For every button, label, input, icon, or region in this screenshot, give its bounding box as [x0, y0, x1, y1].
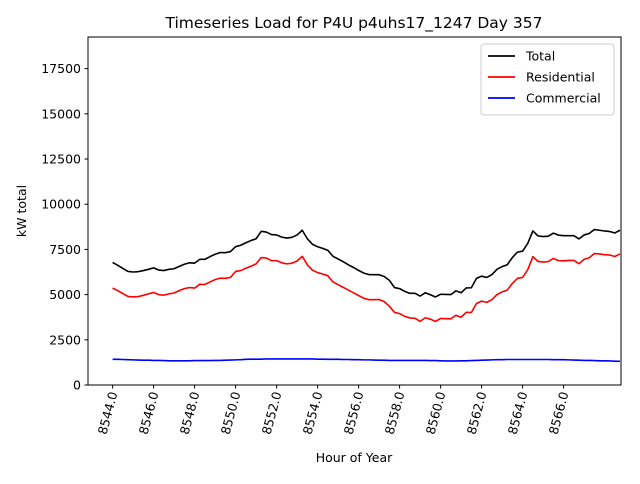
- y-axis: 0 2500 5000 7500 10000 12500 15000 17500: [41, 61, 88, 393]
- y-tick-label: 10000: [41, 197, 81, 212]
- y-tick-label: 0: [73, 378, 81, 393]
- chart-title: Timeseries Load for P4U p4uhs17_1247 Day…: [165, 14, 543, 33]
- x-tick-label: 8556.0: [341, 390, 367, 436]
- y-tick-label: 2500: [49, 332, 81, 347]
- x-tick-label: 8566.0: [546, 390, 572, 436]
- legend: Total Residential Commercial: [480, 43, 615, 116]
- x-axis: 8544.0 8546.0 8548.0 8550.0 8552.0 8554.0 8556…: [95, 385, 572, 436]
- x-tick-label: 8562.0: [464, 390, 490, 436]
- series-line-residential: [112, 252, 621, 323]
- legend-label-residential: Residential: [526, 70, 595, 85]
- x-axis-label: Hour of Year: [316, 450, 393, 465]
- y-axis-label: kW total: [14, 185, 29, 237]
- y-tick-label: 7500: [49, 242, 81, 257]
- x-tick-label: 8560.0: [423, 390, 449, 436]
- x-tick-label: 8558.0: [382, 390, 408, 436]
- x-tick-label: 8546.0: [136, 390, 162, 436]
- plot-lines: [112, 228, 621, 363]
- y-tick-label: 5000: [49, 287, 81, 302]
- x-tick-label: 8552.0: [259, 390, 285, 436]
- y-tick-label: 15000: [41, 106, 81, 121]
- x-tick-label: 8548.0: [177, 390, 203, 436]
- y-tick-label: 17500: [41, 61, 81, 76]
- plot-frame: [87, 36, 622, 386]
- legend-label-total: Total: [525, 49, 555, 64]
- series-line-total: [112, 228, 621, 298]
- series-line-commercial: [112, 358, 621, 363]
- legend-label-commercial: Commercial: [526, 91, 601, 106]
- x-tick-label: 8554.0: [300, 390, 326, 436]
- x-tick-label: 8544.0: [95, 390, 121, 436]
- x-tick-label: 8550.0: [218, 390, 244, 436]
- y-tick-label: 12500: [41, 152, 81, 167]
- x-tick-label: 8564.0: [505, 390, 531, 436]
